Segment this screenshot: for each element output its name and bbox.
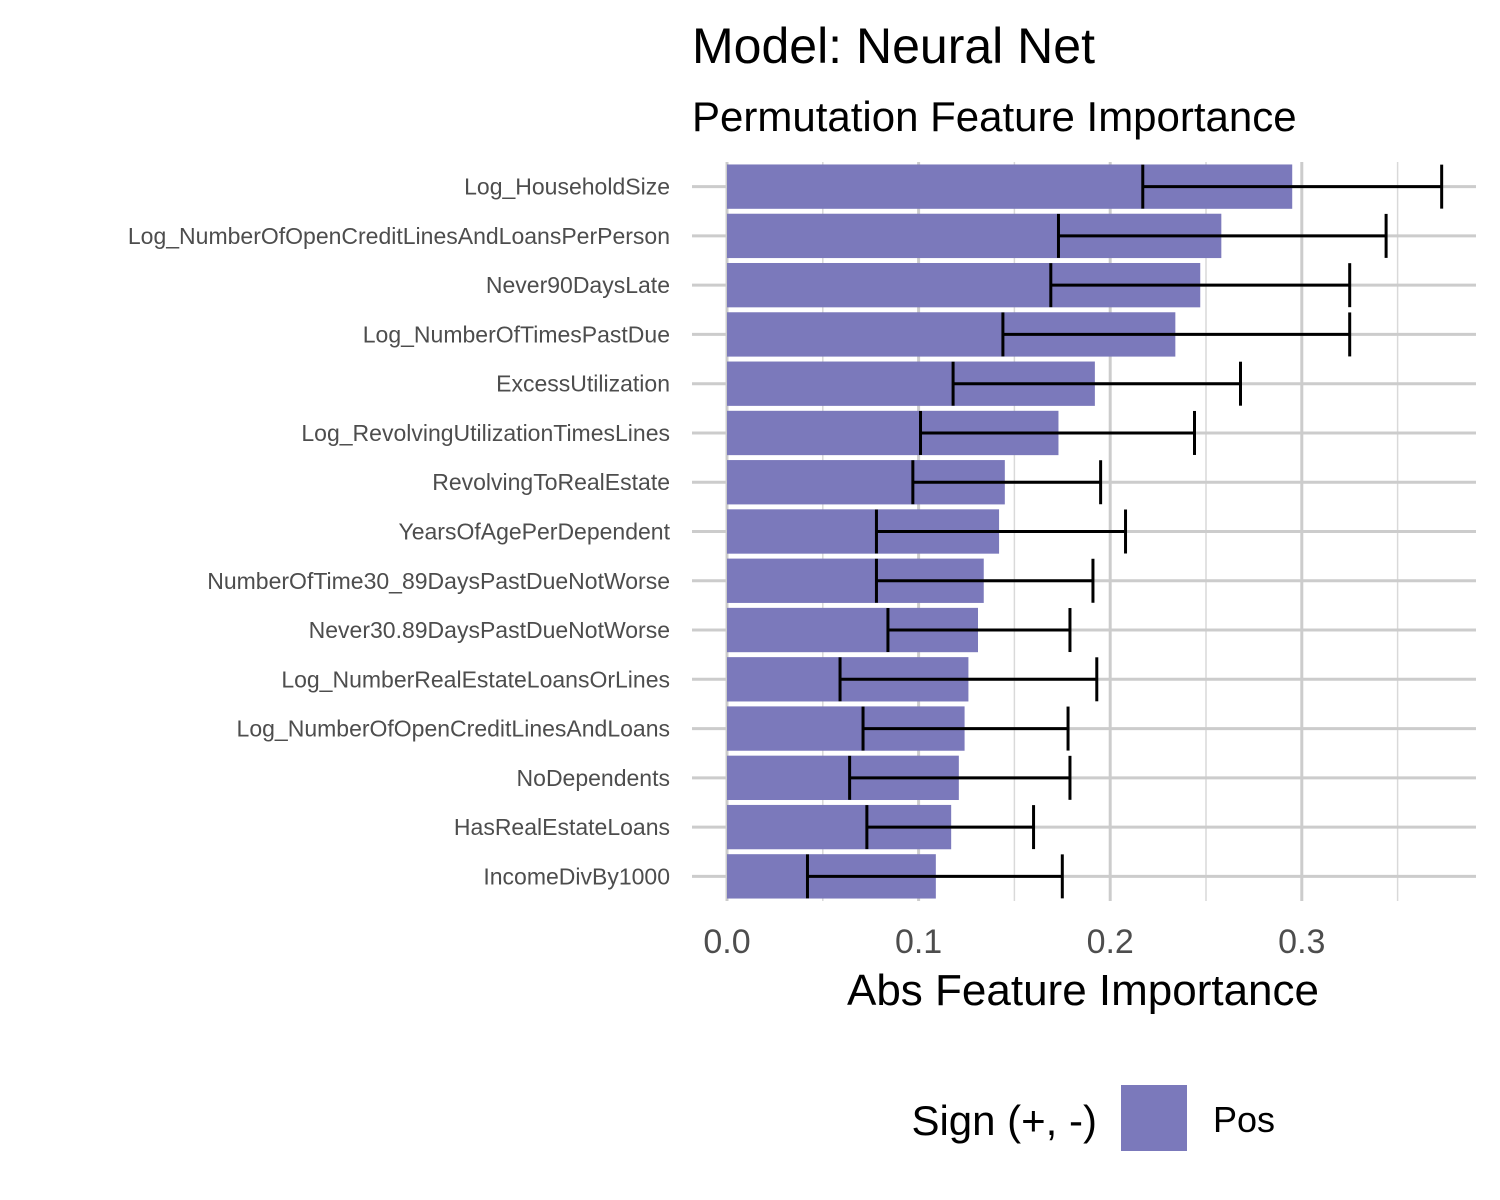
category-labels: Log_HouseholdSize Log_NumberOfOpenCreditL…: [128, 174, 671, 890]
x-tick-label: 0.2: [1087, 923, 1134, 961]
x-tick-label: 0.1: [895, 923, 942, 961]
error-bar: [805, 854, 1064, 899]
category-label: Log_NumberOfOpenCreditLinesAndLoans: [237, 716, 670, 742]
category-label: Never90DaysLate: [486, 272, 670, 298]
x-axis-title: Abs Feature Importance: [847, 966, 1319, 1015]
category-label: Log_NumberOfOpenCreditLinesAndLoansPerPe…: [128, 223, 670, 249]
x-tick-labels: 0.0 0.1 0.2 0.3: [703, 923, 1325, 961]
category-label: IncomeDivBy1000: [483, 863, 670, 889]
category-label: NoDependents: [517, 765, 670, 791]
error-bar: [1049, 263, 1352, 308]
error-bar: [861, 706, 1070, 751]
error-bars: [805, 164, 1444, 899]
legend-label-pos: Pos: [1213, 1099, 1275, 1140]
category-label: Log_HouseholdSize: [464, 174, 670, 200]
category-label: RevolvingToRealEstate: [432, 469, 670, 495]
error-bar: [848, 755, 1072, 800]
error-bar: [874, 509, 1128, 554]
error-bar: [1141, 164, 1444, 209]
category-label: NumberOfTime30_89DaysPastDueNotWorse: [207, 568, 670, 594]
error-bar: [886, 608, 1072, 653]
legend-swatch-pos: [1121, 1085, 1187, 1151]
category-label: YearsOfAgePerDependent: [398, 519, 670, 545]
x-tick-label: 0.3: [1278, 923, 1325, 961]
error-bar: [865, 805, 1036, 850]
error-bar: [1056, 213, 1388, 258]
category-label: HasRealEstateLoans: [454, 814, 670, 840]
legend-title: Sign (+, -): [911, 1097, 1097, 1144]
category-label: ExcessUtilization: [496, 371, 670, 397]
error-bar: [951, 361, 1242, 406]
category-label: Log_NumberOfTimesPastDue: [363, 321, 670, 347]
error-bar: [1001, 312, 1352, 357]
error-bar: [838, 657, 1099, 702]
chart-title: Model: Neural Net: [692, 18, 1095, 74]
error-bar: [874, 558, 1095, 603]
legend: Sign (+, -) Pos: [911, 1085, 1275, 1151]
error-bar: [911, 460, 1103, 505]
category-label: Log_NumberRealEstateLoansOrLines: [281, 666, 670, 692]
category-label: Never30.89DaysPastDueNotWorse: [309, 617, 670, 643]
chart-subtitle: Permutation Feature Importance: [692, 93, 1297, 140]
x-tick-label: 0.0: [703, 923, 750, 961]
error-bar: [919, 410, 1197, 455]
category-label: Log_RevolvingUtilizationTimesLines: [301, 420, 670, 446]
bars: [727, 164, 1293, 899]
